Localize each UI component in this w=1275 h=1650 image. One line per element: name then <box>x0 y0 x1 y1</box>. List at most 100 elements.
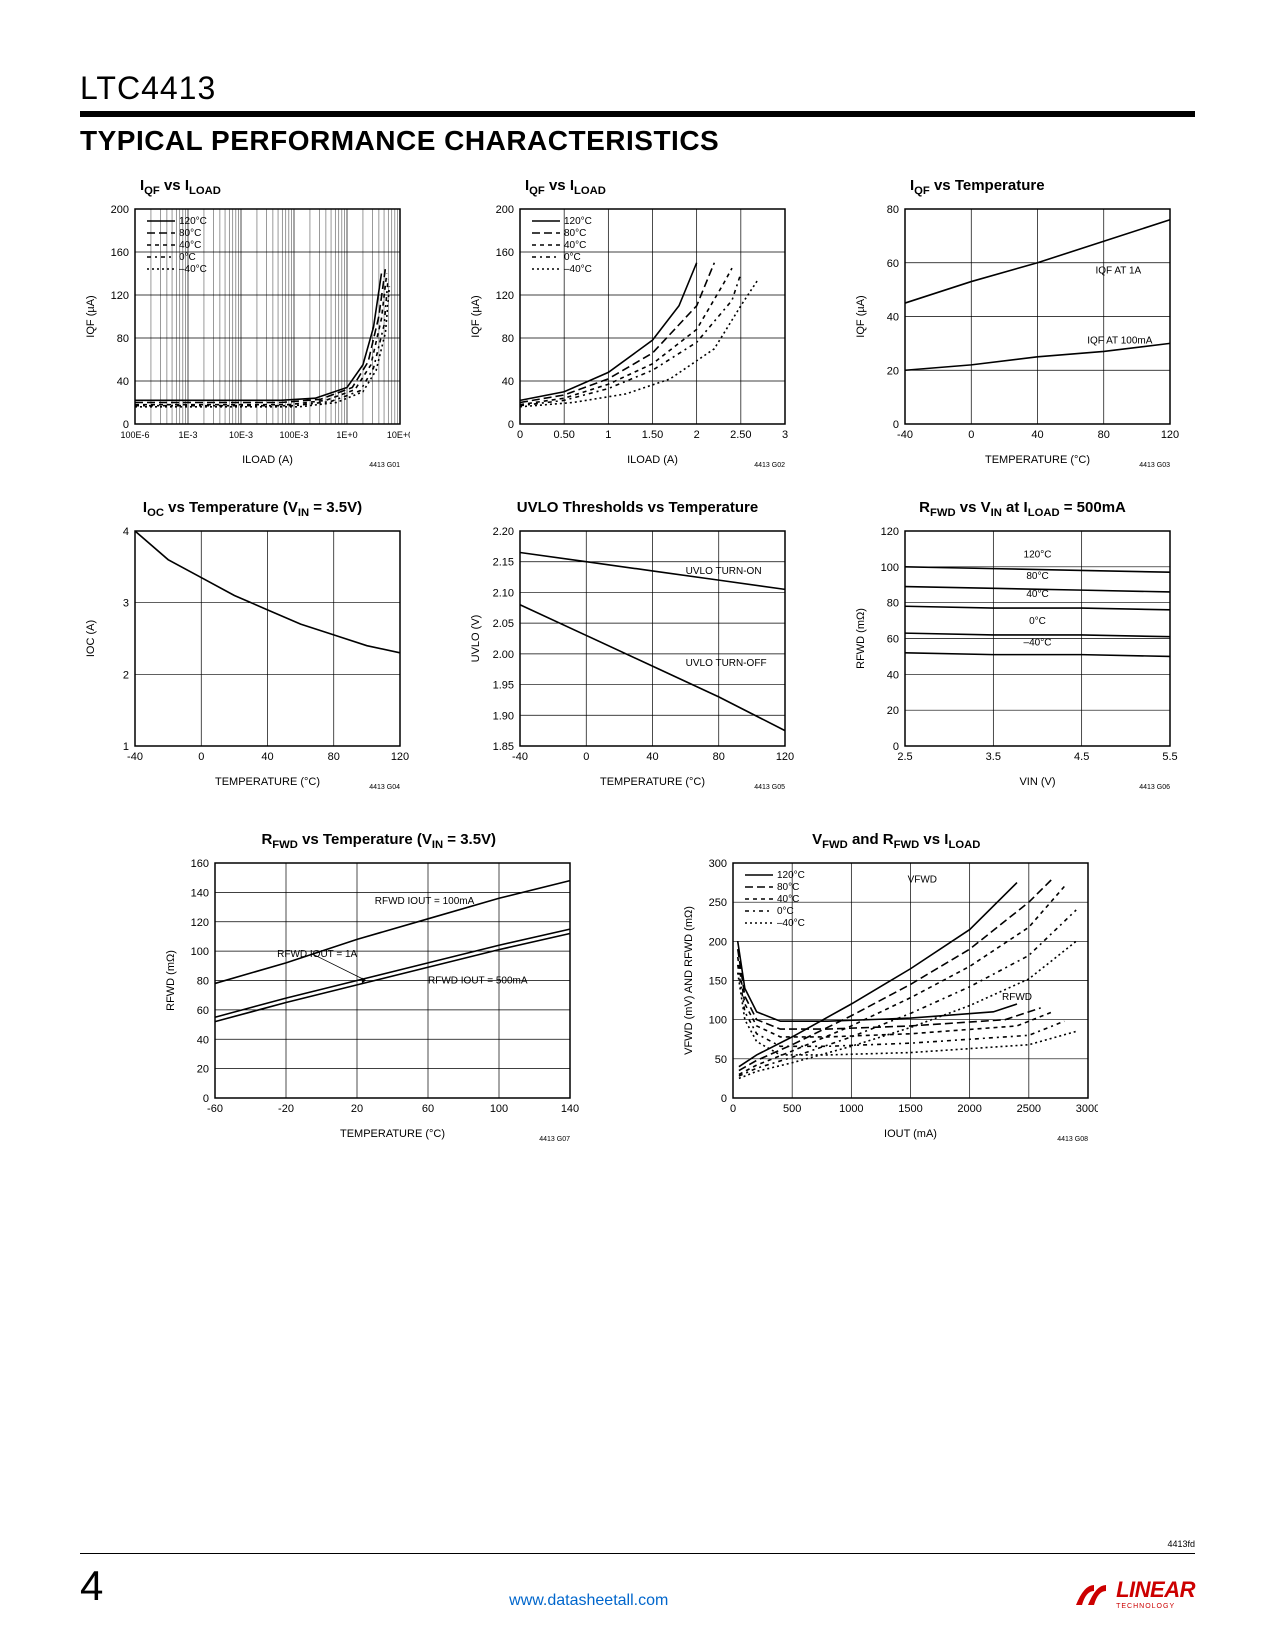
svg-text:TEMPERATURE (°C): TEMPERATURE (°C) <box>340 1128 445 1140</box>
svg-text:80: 80 <box>197 976 209 988</box>
svg-text:1000: 1000 <box>839 1103 863 1115</box>
svg-text:-40: -40 <box>897 429 913 441</box>
svg-text:100: 100 <box>881 562 899 574</box>
svg-text:80: 80 <box>887 204 899 216</box>
svg-text:50: 50 <box>714 1054 726 1066</box>
svg-text:2.00: 2.00 <box>493 649 514 661</box>
datasheet-page: LTC4413 TYPICAL PERFORMANCE CHARACTERIST… <box>0 0 1275 1650</box>
source-url: www.datasheetall.com <box>509 1592 668 1610</box>
svg-text:120°C: 120°C <box>777 870 805 881</box>
svg-text:2.20: 2.20 <box>493 526 514 538</box>
svg-text:4.5: 4.5 <box>1074 751 1089 763</box>
svg-text:100E-3: 100E-3 <box>279 430 308 440</box>
svg-text:2: 2 <box>694 429 700 441</box>
svg-text:160: 160 <box>111 247 129 259</box>
svg-text:40: 40 <box>197 1034 209 1046</box>
svg-text:1.50: 1.50 <box>642 429 663 441</box>
chart-c1: IQF vs ILOAD04080120160200100E-61E-310E-… <box>80 177 425 469</box>
svg-text:0°C: 0°C <box>1029 616 1046 627</box>
svg-text:100: 100 <box>490 1103 508 1115</box>
svg-text:60: 60 <box>422 1103 434 1115</box>
doc-id: 4413fd <box>80 1539 1195 1549</box>
svg-text:80°C: 80°C <box>1026 571 1048 582</box>
svg-text:1.85: 1.85 <box>493 741 514 753</box>
svg-text:80: 80 <box>117 333 129 345</box>
svg-text:2000: 2000 <box>957 1103 981 1115</box>
svg-text:3.5: 3.5 <box>986 751 1001 763</box>
svg-text:0°C: 0°C <box>179 252 196 263</box>
charts-grid-row1-2: IQF vs ILOAD04080120160200100E-61E-310E-… <box>80 177 1195 791</box>
svg-text:120°C: 120°C <box>1024 549 1052 560</box>
chart-c4: IOC vs Temperature (VIN = 3.5V)1234-4004… <box>80 499 425 791</box>
svg-text:60: 60 <box>197 1005 209 1017</box>
logo-subtext: TECHNOLOGY <box>1116 1603 1195 1610</box>
svg-text:TEMPERATURE (°C): TEMPERATURE (°C) <box>600 776 705 788</box>
svg-text:4413 G02: 4413 G02 <box>754 462 785 469</box>
svg-text:ILOAD (A): ILOAD (A) <box>627 454 678 466</box>
svg-text:20: 20 <box>887 705 899 717</box>
svg-text:4413 G06: 4413 G06 <box>1139 784 1170 791</box>
svg-text:40°C: 40°C <box>179 240 201 251</box>
svg-text:120: 120 <box>881 526 899 538</box>
svg-text:2500: 2500 <box>1016 1103 1040 1115</box>
svg-text:40°C: 40°C <box>1026 589 1048 600</box>
svg-text:UVLO (V): UVLO (V) <box>470 615 482 663</box>
chart-c3: IQF vs Temperature020406080-4004080120TE… <box>850 177 1195 469</box>
svg-text:4413 G01: 4413 G01 <box>369 462 400 469</box>
svg-text:IQF (µA): IQF (µA) <box>855 295 867 337</box>
svg-text:IQF (µA): IQF (µA) <box>85 295 97 337</box>
svg-text:60: 60 <box>887 258 899 270</box>
svg-text:80: 80 <box>887 598 899 610</box>
svg-text:160: 160 <box>496 247 514 259</box>
svg-text:-20: -20 <box>278 1103 294 1115</box>
svg-text:120: 120 <box>776 751 794 763</box>
svg-text:IQF AT 100mA: IQF AT 100mA <box>1087 335 1153 346</box>
svg-text:5.5: 5.5 <box>1162 751 1177 763</box>
lt-swoosh-icon <box>1074 1579 1110 1609</box>
svg-text:0: 0 <box>729 1103 735 1115</box>
section-title: TYPICAL PERFORMANCE CHARACTERISTICS <box>80 125 1195 157</box>
svg-text:0: 0 <box>968 429 974 441</box>
svg-text:4: 4 <box>123 526 129 538</box>
svg-text:IOUT (mA): IOUT (mA) <box>884 1128 937 1140</box>
svg-text:VFWD (mV) AND RFWD (mΩ): VFWD (mV) AND RFWD (mΩ) <box>683 906 695 1055</box>
svg-text:80°C: 80°C <box>777 882 799 893</box>
svg-text:VIN (V): VIN (V) <box>1019 776 1055 788</box>
svg-text:4413 G08: 4413 G08 <box>1057 1136 1088 1143</box>
chart-c6: RFWD vs VIN at ILOAD = 500mA020406080100… <box>850 499 1195 791</box>
svg-text:0: 0 <box>508 419 514 431</box>
svg-text:250: 250 <box>708 897 726 909</box>
svg-text:–40°C: –40°C <box>1024 637 1052 648</box>
svg-text:–40°C: –40°C <box>777 918 805 929</box>
svg-text:120: 120 <box>1161 429 1179 441</box>
svg-text:40°C: 40°C <box>777 894 799 905</box>
svg-text:2.05: 2.05 <box>493 618 514 630</box>
svg-text:80: 80 <box>713 751 725 763</box>
page-number: 4 <box>80 1562 103 1610</box>
svg-text:2.10: 2.10 <box>493 587 514 599</box>
svg-text:1.90: 1.90 <box>493 710 514 722</box>
svg-text:RFWD (mΩ): RFWD (mΩ) <box>165 950 177 1011</box>
svg-text:RFWD: RFWD <box>1002 992 1032 1003</box>
svg-text:IQF (µA): IQF (µA) <box>470 295 482 337</box>
svg-text:200: 200 <box>496 204 514 216</box>
svg-text:40: 40 <box>117 376 129 388</box>
svg-text:150: 150 <box>708 976 726 988</box>
svg-text:2.5: 2.5 <box>897 751 912 763</box>
svg-text:100: 100 <box>191 946 209 958</box>
svg-text:4413 G03: 4413 G03 <box>1139 462 1170 469</box>
svg-text:3: 3 <box>782 429 788 441</box>
svg-text:ILOAD (A): ILOAD (A) <box>242 454 293 466</box>
svg-text:RFWD IOUT = 1A: RFWD IOUT = 1A <box>277 949 357 960</box>
svg-text:10E+0: 10E+0 <box>387 430 410 440</box>
svg-text:20: 20 <box>197 1064 209 1076</box>
svg-text:20: 20 <box>351 1103 363 1115</box>
svg-text:IQF AT 1A: IQF AT 1A <box>1095 266 1141 277</box>
svg-text:UVLO TURN-ON: UVLO TURN-ON <box>686 566 762 577</box>
svg-text:100E-6: 100E-6 <box>120 430 149 440</box>
svg-text:40: 40 <box>502 376 514 388</box>
svg-text:80: 80 <box>328 751 340 763</box>
svg-text:40°C: 40°C <box>564 240 586 251</box>
svg-text:1E-3: 1E-3 <box>178 430 197 440</box>
charts-grid-row3: RFWD vs Temperature (VIN = 3.5V)02040608… <box>80 831 1195 1143</box>
